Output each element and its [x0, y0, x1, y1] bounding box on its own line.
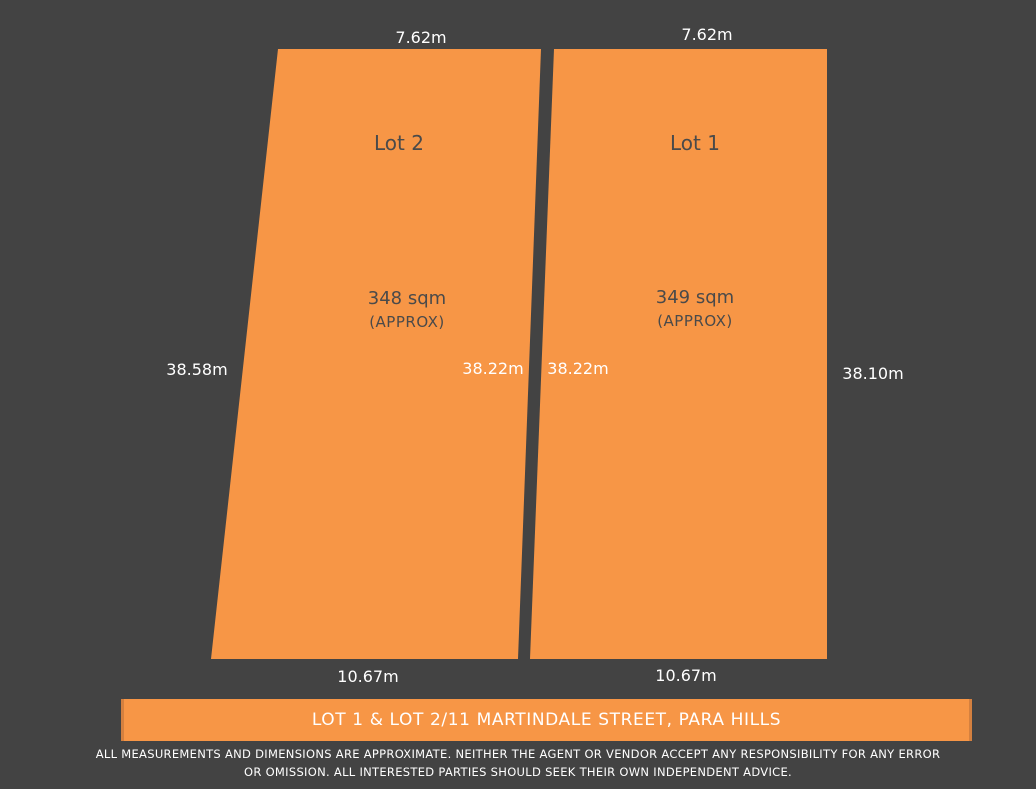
lot-1-area: 349 sqm	[656, 287, 734, 308]
lot-2-right-dimension: 38.22m	[462, 359, 523, 378]
address-title: LOT 1 & LOT 2/11 MARTINDALE STREET, PARA…	[311, 710, 782, 730]
lot-2-rear-dimension: 10.67m	[337, 667, 398, 686]
lot-2-name: Lot 2	[374, 131, 424, 155]
address-banner: LOT 1 & LOT 2/11 MARTINDALE STREET, PARA…	[121, 699, 972, 741]
disclaimer-line-1: ALL MEASUREMENTS AND DIMENSIONS ARE APPR…	[95, 747, 941, 761]
lot-2-area: 348 sqm	[368, 288, 446, 309]
lot-2-shape[interactable]	[211, 49, 541, 659]
disclaimer: ALL MEASUREMENTS AND DIMENSIONS ARE APPR…	[40, 745, 996, 781]
lot-1-approx: (APPROX)	[657, 312, 733, 330]
lot-2-approx: (APPROX)	[369, 313, 445, 331]
lot-1-right-dimension: 38.10m	[842, 364, 903, 383]
lot-2-front-dimension: 7.62m	[395, 28, 446, 47]
lot-1-front-dimension: 7.62m	[681, 25, 732, 44]
lot-2-left-dimension: 38.58m	[166, 360, 227, 379]
lot-1-name: Lot 1	[670, 131, 720, 155]
lot-1-rear-dimension: 10.67m	[655, 666, 716, 685]
lot-1-left-dimension: 38.22m	[547, 359, 608, 378]
disclaimer-line-2: OR OMISSION. ALL INTERESTED PARTIES SHOU…	[243, 765, 793, 779]
lot-1-shape[interactable]	[530, 49, 827, 659]
